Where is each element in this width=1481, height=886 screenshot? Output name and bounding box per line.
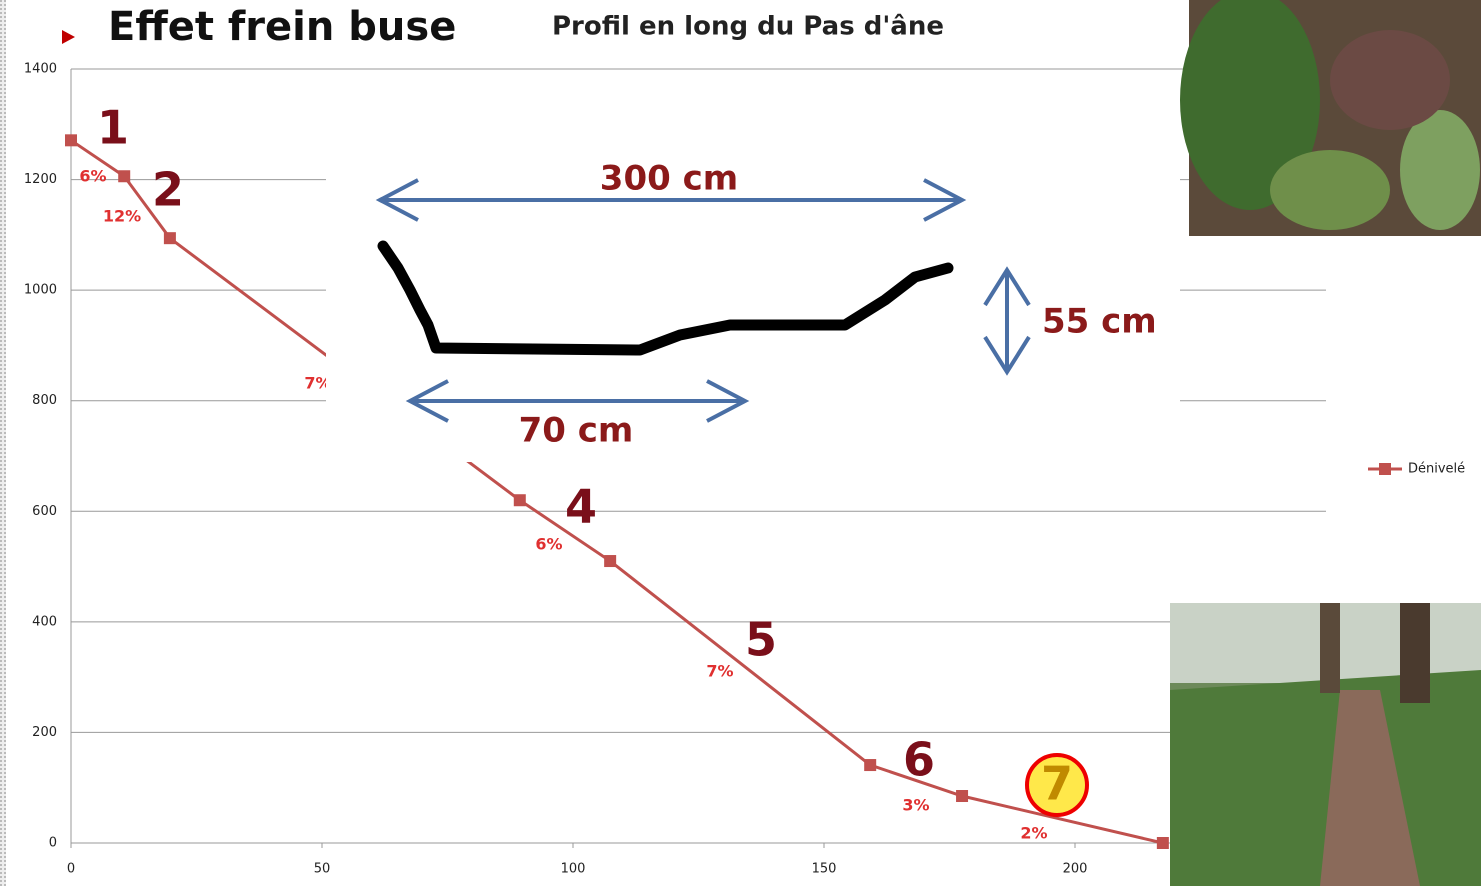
height-label: 55 cm [1042, 302, 1157, 342]
section-label: 7 [1041, 757, 1073, 811]
section-label: 6 [903, 733, 935, 787]
heading: Effet frein buse [108, 4, 456, 50]
photo-bottom [1170, 603, 1481, 886]
series-line [70, 139, 1164, 845]
y-tick-label: 1000 [24, 283, 57, 298]
y-tick-label: 1400 [24, 62, 57, 77]
x-tick-label: 0 [67, 862, 75, 877]
y-tick-label: 800 [32, 393, 57, 408]
y-tick-label: 1200 [24, 172, 57, 187]
legend-label: Dénivelé [1408, 462, 1465, 477]
slope-label: 6% [79, 167, 106, 186]
profile [377, 240, 954, 356]
slope-label: 2% [1020, 824, 1047, 843]
chart-title: Profil en long du Pas d'âne [552, 12, 944, 42]
y-tick-label: 600 [32, 504, 57, 519]
legend-marker [1379, 463, 1391, 475]
slope-label: 7% [706, 662, 733, 681]
section-label: 4 [565, 480, 597, 534]
width-label: 300 cm [600, 159, 738, 199]
overlay-diagram: 300 cm 55 cm 70 cm [326, 150, 1180, 462]
highlight-circle [1025, 753, 1089, 817]
y-tick-label: 0 [49, 836, 57, 851]
slope-label: 7% [304, 374, 331, 393]
marker [1156, 837, 1169, 849]
x-tick-label: 50 [314, 862, 331, 877]
section-label: 1 [97, 101, 129, 155]
bullet [62, 30, 75, 44]
bottom-label: 70 cm [519, 411, 634, 451]
y-tick-label: 200 [32, 725, 57, 740]
marker [956, 790, 969, 803]
slope-label: 12% [103, 207, 141, 226]
marker [65, 134, 77, 147]
marker [118, 170, 131, 183]
arrows [375, 178, 1031, 423]
x-tick-label: 150 [812, 862, 837, 877]
slope-label: 3% [902, 796, 929, 815]
marker [604, 555, 617, 568]
marker [864, 759, 877, 772]
section-label: 2 [152, 163, 184, 217]
y-tick-label: 400 [32, 614, 57, 629]
border [0, 0, 6, 886]
marker [163, 232, 176, 245]
photo-top [1180, 0, 1481, 236]
marker [513, 494, 526, 507]
section-label: 5 [745, 613, 777, 667]
x-tick-label: 100 [561, 862, 586, 877]
slope-label: 6% [535, 535, 562, 554]
x-tick-label: 200 [1063, 862, 1088, 877]
